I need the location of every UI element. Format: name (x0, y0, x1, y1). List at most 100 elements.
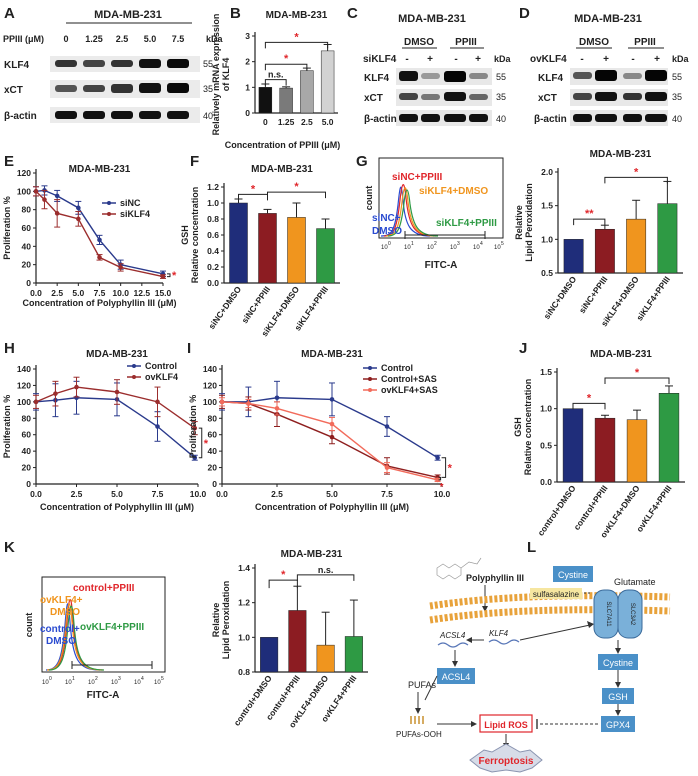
chart-b-bar (300, 70, 314, 114)
c-sign-1: - (405, 54, 408, 65)
chart-b-sig-label: n.s. (268, 70, 284, 80)
panel-letter-l: L (527, 539, 536, 556)
l-acsl4-gene: ACSL4 (439, 631, 466, 640)
panel-letter-b: B (230, 5, 241, 22)
l-pufas-ooh: PUFAs-OOH (396, 730, 442, 739)
chart-b: MDA-MB-231 0 1 2 3 Relatively mRNA expression… (211, 10, 340, 150)
chart-b-category-label: 5.0 (322, 117, 334, 127)
k-label-control-b: DMSO (46, 636, 76, 647)
chart-e-series-siklf4-point (54, 211, 60, 216)
k-x-label: FITC-A (87, 690, 120, 701)
chart-f-y-tick-label: 0.4 (207, 246, 219, 256)
chart-e-x-tick-label: 15.0 (155, 288, 172, 298)
chart-e-series-sinc-point (54, 193, 60, 199)
marker-35-a: 35 (203, 84, 213, 94)
chart-e-y-tick-label: 40 (22, 241, 32, 251)
d-sign-3: - (631, 54, 634, 65)
chart-e-x-tick-label: 0.0 (30, 288, 42, 298)
chart-e-x-tick-label: 10.0 (112, 288, 129, 298)
chart-f-sig-bracket (267, 191, 326, 199)
chart-i-x-label: Concentration of Polyphyllin III (μM) (255, 502, 409, 512)
c-sign-2: + (427, 54, 433, 65)
c-actin-label: β-actin (364, 114, 397, 125)
chart-i-series-ovklf4-sas-point (246, 401, 251, 406)
chart-j-y-tick-label: 0.5 (540, 440, 552, 450)
chart-i-y-tick-label: 40 (208, 446, 218, 456)
chart-e-y-tick-label: 120 (17, 168, 31, 178)
chart-h-series-ovklf4-legend-label: ovKLF4 (145, 372, 178, 382)
chart-b-y-tick-label: 0 (245, 108, 250, 118)
chart-j-y-label: GSH (513, 417, 523, 437)
k-exp-2: 2 (95, 676, 98, 682)
chart-g-bars-y-tick-label: 0.5 (541, 268, 553, 278)
chart-i-series-control-legend-marker (368, 366, 372, 370)
chart-e-sig-bracket (167, 273, 171, 278)
chart-h-series-ovklf4-point (155, 399, 160, 405)
panel-letter-d: D (519, 5, 530, 22)
panel-letter-g: G (356, 153, 368, 170)
l-acsl4-box (437, 668, 475, 684)
histogram-siklf4-ppiii (387, 189, 439, 237)
panel-d-western-blot: MDA-MB-231 DMSO PPIII ovKLF4 - + - + kDa… (530, 13, 690, 126)
chart-b-x-label: Concentration of PPIII (μM) (225, 140, 341, 150)
panel-letter-h: H (4, 340, 15, 357)
chart-b-sig-label: * (284, 53, 289, 65)
l-cystine-in: Cystine (603, 658, 633, 668)
chart-i-x-tick-label: 0.0 (216, 489, 228, 499)
chart-k-bars-sig-bracket (268, 579, 298, 589)
chart-e-y-tick-label: 0 (26, 278, 31, 288)
chart-h-series-control-point (155, 424, 160, 429)
l-klf4-gene: KLF4 (489, 629, 509, 638)
chart-h-y-tick-label: 60 (22, 430, 32, 440)
chart-h-sig-bracket (198, 427, 203, 459)
chart-b-sig-bracket (264, 63, 308, 71)
l-sulfasalazine-box (530, 588, 582, 599)
chart-g-bars-bar (626, 218, 647, 274)
chart-g-bars-category-label: siKLF4+PPIII (634, 274, 672, 322)
chart-g-bars-sig-label: * (634, 166, 639, 178)
chart-e-y-tick-label: 80 (22, 205, 32, 215)
k-y-label: count (24, 613, 34, 638)
chart-e-title: MDA-MB-231 (69, 164, 131, 175)
panel-letter-i: I (187, 340, 191, 357)
chart-j-sig-bracket (604, 377, 670, 385)
chart-e-x-tick-label: 12.5 (134, 288, 151, 298)
panel-l-pathway-diagram: Polyphyllin III Cystine Glutamate sulfas… (396, 557, 671, 773)
chart-k-bars-bar (316, 644, 335, 673)
l-gsh-box (602, 688, 634, 704)
chart-e-series-sinc-point (76, 205, 81, 211)
chart-i-series-ovklf4-sas-point (219, 399, 225, 405)
chart-i-y-tick-label: 120 (203, 380, 217, 390)
panel-c-kda: kDa (494, 54, 512, 64)
chart-f-category-label: siNC+DMSO (206, 284, 243, 331)
panel-letter-k: K (4, 539, 15, 556)
chart-i-y-label: Proliferation % (188, 395, 198, 459)
dose-3: 5.0 (144, 34, 157, 44)
chart-i-series-ovklf4-sas-point (274, 406, 280, 411)
d-marker-40: 40 (672, 114, 682, 124)
chart-i-series-ovklf4-sas-point (384, 465, 390, 470)
chart-i-series-ovklf4-sas-line (221, 401, 438, 481)
ferroptosis-burst-icon (469, 743, 543, 773)
chart-h-x-tick-label: 5.0 (111, 489, 123, 499)
panel-letter-c: C (347, 5, 358, 22)
chart-b-y-label: Relatively mRNA expression (211, 14, 221, 136)
chart-i-x-tick-label: 2.5 (271, 489, 283, 499)
chart-j-bar (626, 419, 648, 483)
blot-xct (50, 80, 200, 98)
d-actin-label: β-actin (534, 114, 567, 125)
panel-c-dmso: DMSO (404, 37, 434, 48)
d-sign-2: + (603, 54, 609, 65)
chart-f-y-tick-label: 0.8 (207, 214, 219, 224)
chart-k-bars-y-tick-label: 1.0 (238, 632, 250, 642)
g-exp-3: 3 (457, 241, 460, 247)
chart-e-sig-label: * (172, 270, 177, 282)
chart-h-y-tick-label: 120 (17, 380, 31, 390)
panel-letters: A B C D E F G H I J K L (4, 5, 536, 556)
chart-j-bar (658, 393, 680, 483)
panel-a-western-blot: MDA-MB-231 PPIII (μM) 0 1.25 2.5 5.0 7.5… (3, 9, 224, 123)
chart-i-series-control-sas-point (329, 434, 335, 440)
chart-f-title: MDA-MB-231 (251, 164, 313, 175)
chart-i-x-tick-label: 10.0 (434, 489, 451, 499)
k-label-control-a: control+ (40, 624, 80, 635)
